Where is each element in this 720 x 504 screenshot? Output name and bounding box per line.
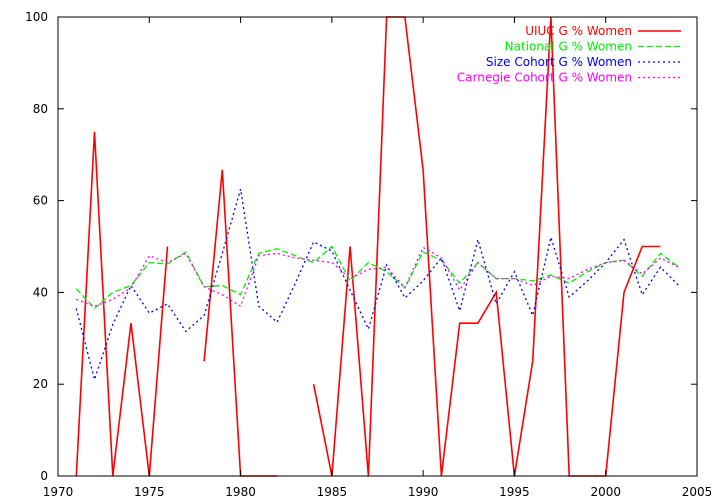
- series-line: [75, 188, 680, 382]
- legend-label: Size Cohort G % Women: [486, 55, 632, 69]
- series-line: [76, 246, 679, 308]
- series-3: [75, 188, 680, 382]
- series-layer: [75, 16, 680, 477]
- x-tick-label: 1985: [317, 485, 348, 499]
- series-1: [75, 16, 661, 477]
- y-tick-label: 100: [25, 10, 48, 24]
- legend-label: UIUC G % Women: [525, 24, 632, 38]
- x-tick-label: 1975: [134, 485, 165, 499]
- legend-label: Carnegie Cohort G % Women: [457, 71, 632, 85]
- x-tick-label: 2000: [590, 485, 621, 499]
- series-4: [76, 246, 679, 308]
- series-line: [75, 16, 661, 477]
- legend-label: National G % Women: [505, 40, 632, 54]
- y-tick-label: 80: [33, 102, 48, 116]
- plot-frame: [57, 16, 698, 477]
- ticks-layer: 1970 1975 1980 1985 1990 1995 2000 2005 0 20 40 60 8…: [25, 10, 712, 499]
- x-tick-label: 2005: [682, 485, 713, 499]
- x-tick-label: 1990: [408, 485, 439, 499]
- x-tick-label: 1995: [499, 485, 530, 499]
- x-tick-label: 1980: [225, 485, 256, 499]
- y-tick-label: 20: [33, 377, 48, 391]
- y-tick-label: 0: [40, 469, 48, 483]
- y-tick-label: 40: [33, 285, 48, 299]
- x-tick-label: 1970: [43, 485, 74, 499]
- y-tick-label: 60: [33, 194, 48, 208]
- series-line: [75, 245, 680, 310]
